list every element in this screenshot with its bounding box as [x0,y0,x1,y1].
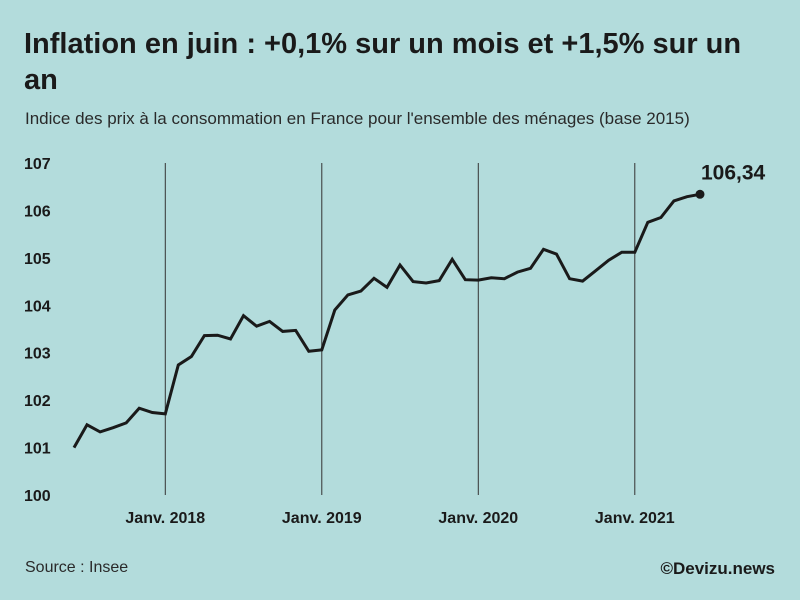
y-tick-label: 106 [24,203,51,220]
y-axis-ticks: 100 101 102 103 104 105 106 107 [24,156,51,505]
x-tick-label: Janv. 2018 [125,510,205,527]
vertical-gridlines [164,163,636,495]
y-tick-label: 100 [24,488,51,505]
series-layer: 106,34 [72,161,766,449]
brand-credit: ©Devizu.news [660,559,775,578]
series-line [72,192,701,449]
y-tick-label: 101 [24,441,51,458]
y-tick-label: 104 [24,298,51,315]
chart-title: Inflation en juin : +0,1% sur un mois et… [24,28,742,96]
chart-subtitle: Indice des prix à la consommation en Fra… [25,109,690,128]
y-tick-label: 107 [24,156,51,173]
x-axis-ticks: Janv. 2018 Janv. 2019 Janv. 2020 Janv. 2021 [125,510,674,527]
y-tick-label: 103 [24,346,51,363]
y-tick-label: 102 [24,393,51,410]
end-point-marker [695,189,705,199]
x-tick-label: Janv. 2020 [438,510,518,527]
y-tick-label: 105 [24,251,51,268]
x-tick-label: Janv. 2019 [282,510,362,527]
x-tick-label: Janv. 2021 [595,510,675,527]
source-note: Source : Insee [25,559,129,576]
end-value-label: 106,34 [701,161,766,184]
